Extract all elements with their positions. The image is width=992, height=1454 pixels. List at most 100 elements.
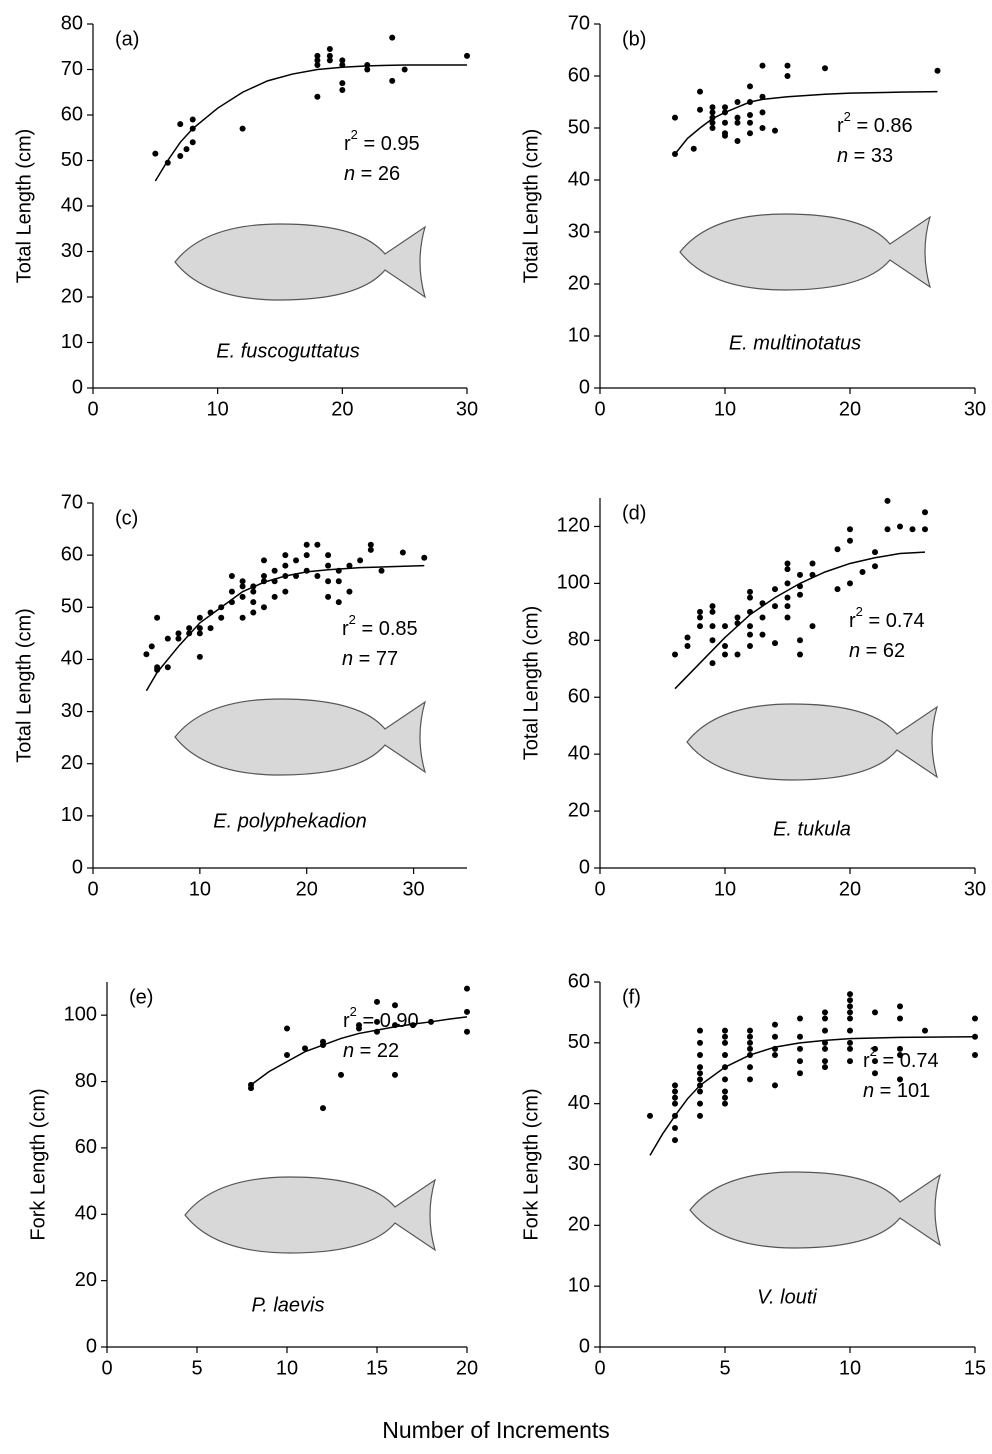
fish-illustration: [174, 698, 427, 776]
y-tick-label: 20: [61, 752, 83, 774]
data-point: [392, 1002, 398, 1009]
data-point: [196, 614, 203, 621]
data-point: [189, 116, 196, 123]
y-tick-label: 20: [61, 285, 83, 307]
data-point: [271, 567, 278, 574]
data-point: [672, 1082, 678, 1089]
y-tick-label: 40: [568, 1092, 590, 1114]
species-name: E. tukula: [773, 818, 851, 840]
data-point: [759, 62, 766, 69]
y-axis-label: Total Length (cm): [13, 129, 35, 284]
data-point: [747, 83, 753, 90]
fit-curve: [154, 64, 467, 182]
data-point: [177, 121, 184, 128]
data-point: [672, 114, 678, 121]
data-point: [759, 125, 766, 131]
data-point: [722, 1027, 728, 1034]
data-point: [834, 546, 841, 553]
x-tick-label: 0: [101, 1357, 112, 1379]
data-point: [797, 651, 803, 658]
data-point: [784, 62, 791, 69]
data-point: [847, 537, 853, 544]
data-point: [325, 578, 332, 585]
data-point: [164, 664, 171, 671]
data-point: [784, 560, 791, 567]
data-point: [282, 552, 289, 559]
data-point: [399, 549, 406, 556]
y-tick-label: 100: [64, 1003, 97, 1025]
data-point: [697, 106, 703, 113]
data-point: [972, 1015, 978, 1022]
y-tick-label: 0: [579, 1335, 590, 1357]
y-tick-label: 10: [61, 331, 83, 353]
data-point: [747, 623, 753, 630]
x-tick-label: 0: [594, 1357, 605, 1379]
x-tick-label: 10: [276, 1357, 298, 1379]
data-point: [797, 571, 803, 578]
data-point: [872, 1009, 878, 1016]
data-point: [784, 73, 791, 79]
data-point: [697, 1027, 703, 1034]
data-point: [722, 1076, 728, 1083]
species-name: E. polyphekadion: [213, 810, 366, 832]
data-point: [859, 569, 866, 575]
data-point: [722, 1100, 728, 1107]
data-point: [734, 119, 741, 126]
data-point: [389, 34, 396, 41]
y-tick-label: 60: [75, 1136, 97, 1158]
y-tick-label: 0: [86, 1335, 97, 1357]
data-point: [772, 1033, 778, 1040]
data-point: [672, 1137, 678, 1144]
data-point: [797, 1045, 803, 1052]
data-point: [143, 651, 150, 658]
data-point: [747, 594, 753, 601]
data-point: [847, 1009, 853, 1016]
y-tick-label: 20: [568, 272, 590, 294]
data-point: [228, 573, 235, 579]
data-point: [364, 61, 371, 68]
x-tick-label: 0: [594, 398, 605, 420]
x-tick-label: 0: [594, 878, 605, 900]
fish-illustration: [174, 223, 427, 301]
panel-label: (a): [115, 28, 139, 50]
data-point: [734, 99, 741, 105]
data-point: [282, 588, 289, 595]
y-tick-label: 30: [61, 240, 83, 262]
y-tick-label: 50: [568, 116, 590, 138]
fish-illustration: [679, 213, 932, 291]
data-point: [722, 643, 728, 649]
data-point: [797, 1070, 803, 1077]
data-point: [797, 1058, 803, 1065]
y-tick-label: 50: [61, 596, 83, 618]
r-value: = 0.85: [356, 618, 418, 640]
data-point: [672, 1100, 678, 1107]
species-name: P. laevis: [251, 1294, 324, 1316]
r-exponent: 2: [350, 1004, 357, 1019]
data-point: [356, 1025, 362, 1032]
data-point: [154, 664, 161, 671]
data-point: [196, 625, 203, 632]
data-point: [189, 139, 196, 146]
r-exponent: 2: [870, 1044, 877, 1059]
data-point: [303, 541, 310, 548]
data-point: [759, 614, 766, 621]
data-point: [690, 145, 697, 152]
r-squared: r2 = 0.86: [837, 109, 913, 137]
y-axis-label: Fork Length (cm): [520, 1088, 542, 1240]
data-point: [314, 61, 321, 68]
data-point: [822, 65, 828, 72]
y-tick-label: 10: [61, 804, 83, 826]
data-point: [239, 614, 246, 621]
x-tick-label: 10: [714, 398, 736, 420]
data-point: [722, 623, 728, 630]
x-tick-label: 0: [87, 878, 98, 900]
data-point: [797, 1033, 803, 1040]
y-tick-label: 120: [557, 515, 590, 537]
data-point: [260, 604, 267, 611]
data-point: [872, 1045, 878, 1052]
data-point: [303, 552, 310, 559]
data-point: [759, 631, 766, 638]
data-point: [339, 80, 346, 87]
data-point: [847, 1027, 853, 1034]
r-squared: r2 = 0.95: [344, 127, 420, 155]
